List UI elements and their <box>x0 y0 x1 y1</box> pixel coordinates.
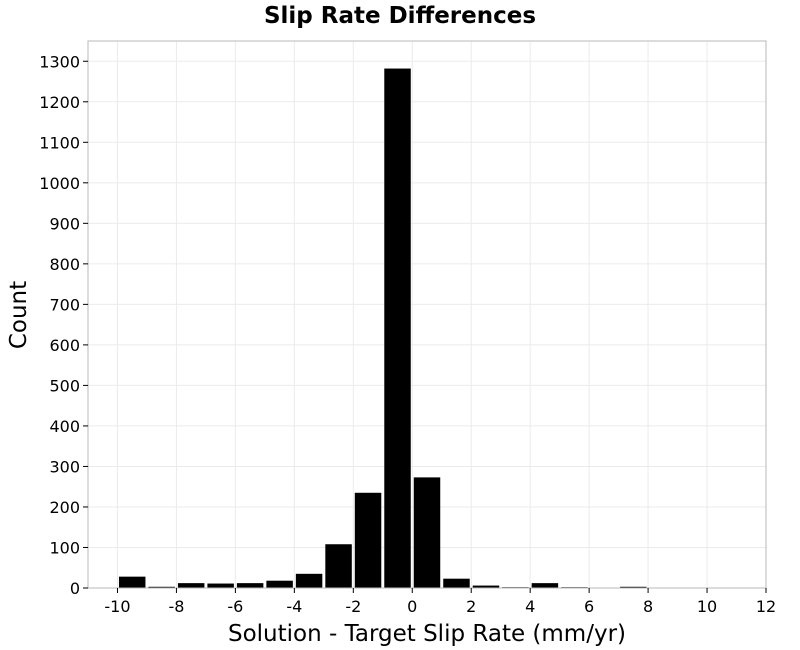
x-tick-label: -10 <box>104 597 130 616</box>
x-axis-label: Solution - Target Slip Rate (mm/yr) <box>228 621 626 647</box>
x-tick-label: 10 <box>697 597 717 616</box>
y-tick-label: 400 <box>49 417 80 436</box>
x-tick-label: -4 <box>286 597 302 616</box>
histogram-bar <box>177 583 205 588</box>
histogram-bar <box>325 544 352 588</box>
x-tick-label: -2 <box>345 597 361 616</box>
histogram-bar <box>384 68 411 588</box>
y-tick-label: 1000 <box>39 174 80 193</box>
y-tick-label: 900 <box>49 214 80 233</box>
x-tick-label: 12 <box>756 597 776 616</box>
histogram-bar <box>236 583 264 588</box>
y-tick-label: 800 <box>49 255 80 274</box>
x-tick-label: 0 <box>407 597 417 616</box>
bars <box>118 68 647 588</box>
y-tick-label: 700 <box>49 295 80 314</box>
histogram-bar <box>295 573 323 588</box>
y-tick-label: 200 <box>49 498 80 517</box>
histogram-bar <box>354 492 382 588</box>
y-tick-label: 300 <box>49 457 80 476</box>
x-tick-label: -8 <box>168 597 184 616</box>
plot-frame <box>87 40 767 589</box>
y-tick-label: 500 <box>49 376 80 395</box>
histogram-bar <box>413 477 441 588</box>
y-tick-label: 600 <box>49 336 80 355</box>
histogram-bar <box>118 576 146 588</box>
histogram-bar <box>148 586 175 588</box>
histogram-bar <box>443 578 470 588</box>
chart-title: Slip Rate Differences <box>264 3 536 29</box>
histogram-bar <box>266 580 293 588</box>
x-tick-label: 2 <box>466 597 476 616</box>
y-tick-label: 1300 <box>39 52 80 71</box>
y-tick-label: 0 <box>70 579 80 598</box>
x-tick-label: 4 <box>525 597 535 616</box>
ticks: -10 -8 -6 -4 -2 0 2 4 6 8 10 12 0 100 200 300 400 500 600 7… <box>39 52 776 616</box>
y-tick-label: 1200 <box>39 93 80 112</box>
histogram-bar <box>531 583 559 588</box>
x-tick-label: 8 <box>643 597 653 616</box>
y-tick-label: 1100 <box>39 133 80 152</box>
x-tick-label: 6 <box>584 597 594 616</box>
histogram-bar <box>472 585 500 588</box>
histogram-bar <box>207 583 234 588</box>
y-tick-label: 100 <box>49 538 80 557</box>
x-tick-label: -6 <box>227 597 243 616</box>
y-axis-label: Count <box>6 281 32 349</box>
histogram-bar <box>620 586 647 588</box>
